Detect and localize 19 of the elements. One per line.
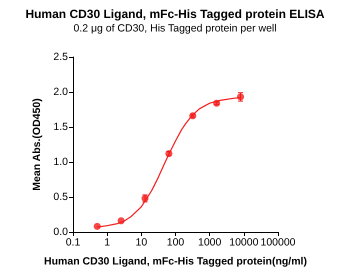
x-tick-label: 0.1 — [66, 236, 80, 248]
x-tick-label: 1000 — [198, 236, 222, 248]
y-axis-title: Mean Abs.(OD450) — [31, 98, 44, 191]
chart-title: Human CD30 Ligand, mFc-His Tagged protein ELISA — [25, 7, 325, 21]
y-tick-label: 0.5 — [53, 191, 68, 203]
y-tick-label: 1.5 — [53, 121, 68, 133]
y-tick-label: 1.0 — [53, 156, 68, 168]
x-tick-label: 100 — [166, 236, 184, 248]
y-tick-label: 2.5 — [53, 51, 68, 63]
x-axis-title: Human CD30 Ligand, mFc-His Tagged protein(ng/ml) — [44, 256, 307, 268]
y-tick-label: 0.0 — [53, 226, 68, 238]
point — [118, 217, 125, 224]
x-tick-label: 100000 — [260, 236, 296, 248]
x-tick-label: 1 — [104, 236, 110, 248]
y-tick-label: 2.0 — [53, 86, 68, 98]
point — [94, 222, 101, 230]
x-tick-label: 10 — [135, 236, 148, 248]
x-tick-label: 10000 — [229, 236, 259, 248]
chart-subtitle: 0.2 μg of CD30, His Tagged protein per well — [73, 22, 277, 34]
